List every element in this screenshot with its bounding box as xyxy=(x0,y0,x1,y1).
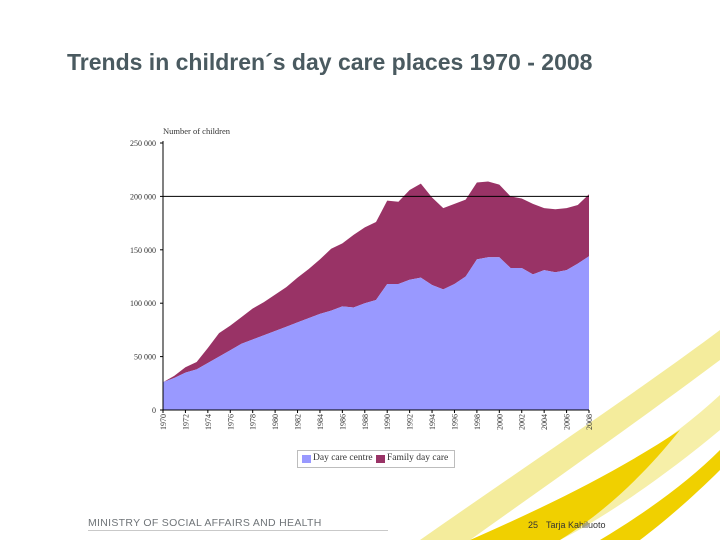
footer-divider xyxy=(88,530,388,531)
legend-swatch-family-day-care xyxy=(376,455,385,463)
y-tick-label: 100 000 xyxy=(130,299,156,308)
x-tick-label: 1986 xyxy=(338,414,347,430)
x-tick-label: 2006 xyxy=(563,414,572,430)
y-tick-label: 150 000 xyxy=(130,246,156,255)
legend-label-day-care-centre: Day care centre xyxy=(313,453,373,463)
x-tick-label: 1988 xyxy=(361,414,370,430)
x-tick-label: 2004 xyxy=(540,414,549,430)
legend-swatch-day-care-centre xyxy=(302,455,311,463)
decorative-swoosh xyxy=(420,330,720,540)
x-tick-label: 1976 xyxy=(226,414,235,430)
legend-label-family-day-care: Family day care xyxy=(387,453,449,463)
x-tick-label: 1974 xyxy=(204,414,213,430)
x-tick-label: 1980 xyxy=(271,414,280,430)
series-area-family-day-care xyxy=(163,181,589,383)
x-tick-label: 2008 xyxy=(585,414,594,430)
y-tick-label: 50 000 xyxy=(134,353,156,362)
y-axis-label: Number of children xyxy=(163,126,231,136)
y-tick-label: 0 xyxy=(152,406,156,415)
x-tick-label: 1998 xyxy=(473,414,482,430)
x-tick-label: 1972 xyxy=(181,414,190,430)
slide-title: Trends in children´s day care places 197… xyxy=(67,49,593,75)
x-tick-label: 1970 xyxy=(159,414,168,430)
x-tick-label: 1984 xyxy=(316,414,325,430)
page-number: 25 xyxy=(528,520,539,530)
x-tick-label: 1996 xyxy=(450,414,459,430)
footer-ministry-name: MINISTRY OF SOCIAL AFFAIRS AND HEALTH xyxy=(88,517,322,529)
x-tick-label: 2000 xyxy=(495,414,504,430)
x-tick-label: 1994 xyxy=(428,414,437,430)
x-tick-label: 2002 xyxy=(518,414,527,430)
x-tick-label: 1992 xyxy=(406,414,415,430)
y-tick-label: 200 000 xyxy=(130,192,156,201)
x-tick-label: 1990 xyxy=(383,414,392,430)
chart-legend: Day care centre Family day care xyxy=(297,450,455,468)
x-tick-label: 1978 xyxy=(249,414,258,430)
footer-author: Tarja Kahiluoto xyxy=(546,520,606,530)
y-tick-label: 250 000 xyxy=(130,139,156,148)
series-area-day-care-centre xyxy=(163,256,589,410)
x-tick-label: 1982 xyxy=(294,414,303,430)
